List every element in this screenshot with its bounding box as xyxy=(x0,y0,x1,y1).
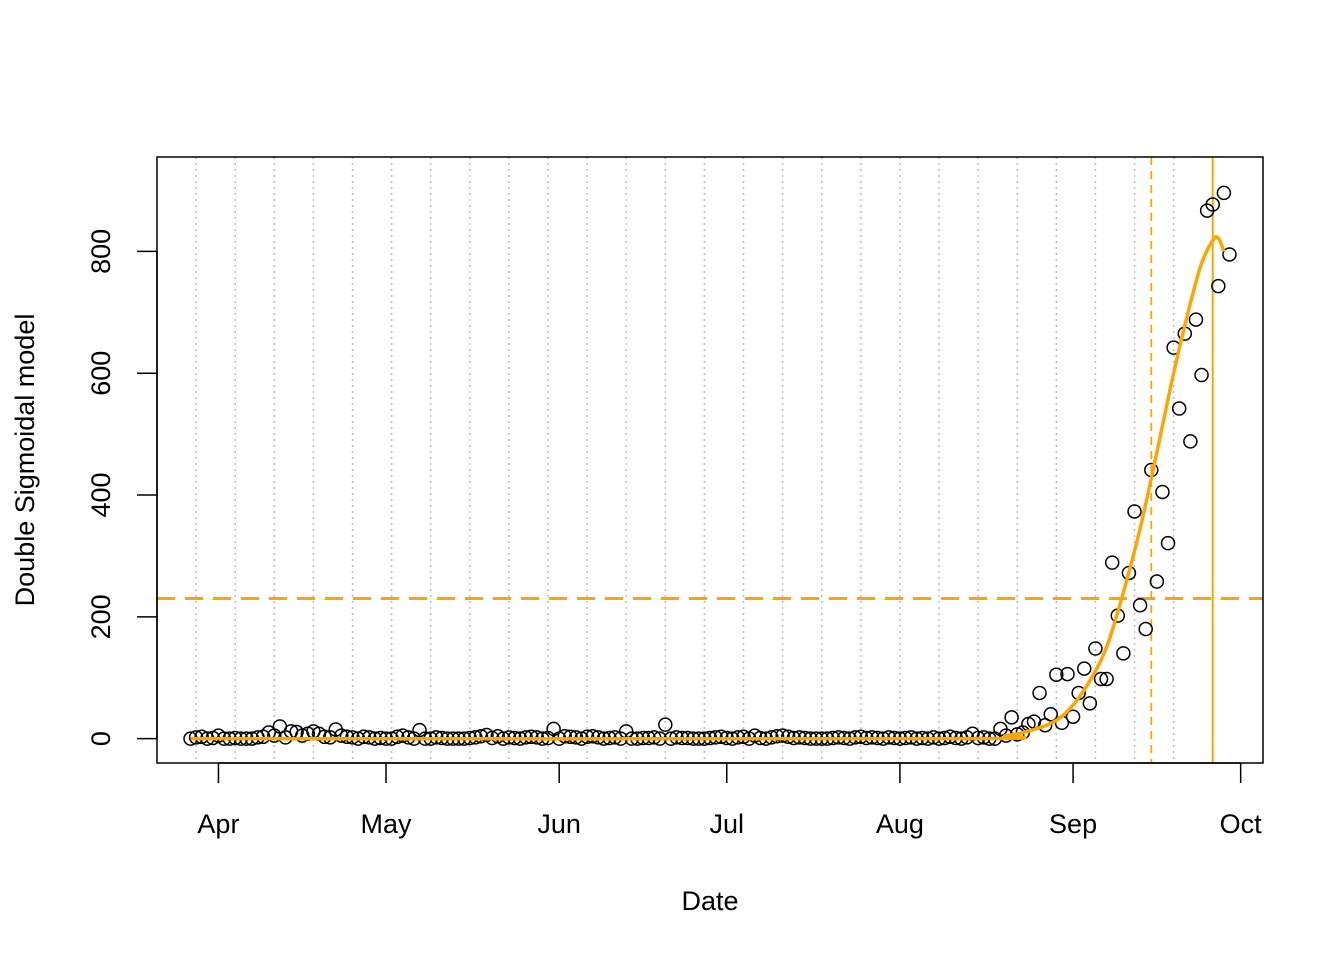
model-curve xyxy=(190,235,1226,741)
x-tick-label: May xyxy=(361,809,413,839)
data-point xyxy=(775,728,790,743)
data-point xyxy=(658,717,673,732)
data-point xyxy=(1222,247,1237,262)
data-point xyxy=(317,729,332,745)
data-point xyxy=(1116,646,1131,661)
data-point xyxy=(1194,367,1209,383)
data-point xyxy=(1127,504,1142,519)
plot-frame xyxy=(156,156,1264,764)
data-point xyxy=(1004,710,1019,725)
data-point xyxy=(1160,535,1176,551)
data-point xyxy=(1065,709,1081,724)
data-point xyxy=(473,728,489,744)
y-tick-label: 600 xyxy=(86,351,116,396)
y-axis-title: Double Sigmoidal model xyxy=(10,314,40,607)
x-tick-label: Jun xyxy=(537,809,581,839)
data-point xyxy=(1077,661,1092,676)
data-point xyxy=(1211,278,1226,294)
data-point xyxy=(1205,197,1220,212)
y-tick-label: 0 xyxy=(86,731,116,746)
data-point xyxy=(1155,484,1170,500)
data-point xyxy=(334,728,349,743)
data-point xyxy=(1104,555,1120,570)
data-point xyxy=(339,729,355,745)
data-point xyxy=(585,728,600,744)
data-point xyxy=(356,729,371,745)
x-tick-label: Jul xyxy=(709,809,744,839)
x-tick-label: Sep xyxy=(1049,809,1097,839)
x-tick-label: Oct xyxy=(1220,809,1263,839)
x-axis-title: Date xyxy=(681,886,738,916)
data-point xyxy=(557,728,573,744)
data-point xyxy=(713,729,729,745)
y-axis: 0 200 400 600 800 xyxy=(86,229,158,746)
data-point xyxy=(1082,696,1098,711)
x-tick-label: Aug xyxy=(876,809,924,839)
y-tick-label: 200 xyxy=(86,594,116,639)
data-point xyxy=(1099,671,1114,687)
x-tick-label: Apr xyxy=(197,809,239,839)
model-curve-layer xyxy=(190,235,1226,741)
data-point xyxy=(780,729,796,745)
data-point xyxy=(1032,685,1047,701)
data-point xyxy=(1093,671,1109,687)
y-tick-label: 800 xyxy=(86,229,116,274)
data-point xyxy=(942,729,958,745)
data-point xyxy=(1060,666,1075,682)
data-point xyxy=(1149,574,1165,589)
data-point xyxy=(1043,707,1058,722)
weekly-grid xyxy=(195,157,1214,763)
observed-points xyxy=(183,185,1237,746)
data-point xyxy=(1132,598,1148,613)
data-point xyxy=(1183,434,1198,449)
data-point xyxy=(1049,667,1064,682)
data-point xyxy=(524,729,539,745)
data-point xyxy=(579,729,595,745)
reference-lines xyxy=(157,157,1263,763)
data-point xyxy=(736,729,751,745)
data-point xyxy=(1188,312,1204,327)
data-point xyxy=(1138,621,1153,637)
data-point xyxy=(1216,185,1232,201)
data-point xyxy=(769,728,785,744)
data-point xyxy=(1171,401,1187,416)
data-point xyxy=(395,728,411,743)
data-point xyxy=(1088,641,1103,656)
data-point xyxy=(853,729,869,745)
data-point xyxy=(563,729,578,745)
x-axis: Apr May Jun Jul Aug Sep Oct xyxy=(197,762,1263,839)
y-tick-label: 400 xyxy=(86,472,116,517)
data-point xyxy=(194,729,209,745)
data-point xyxy=(389,729,405,745)
